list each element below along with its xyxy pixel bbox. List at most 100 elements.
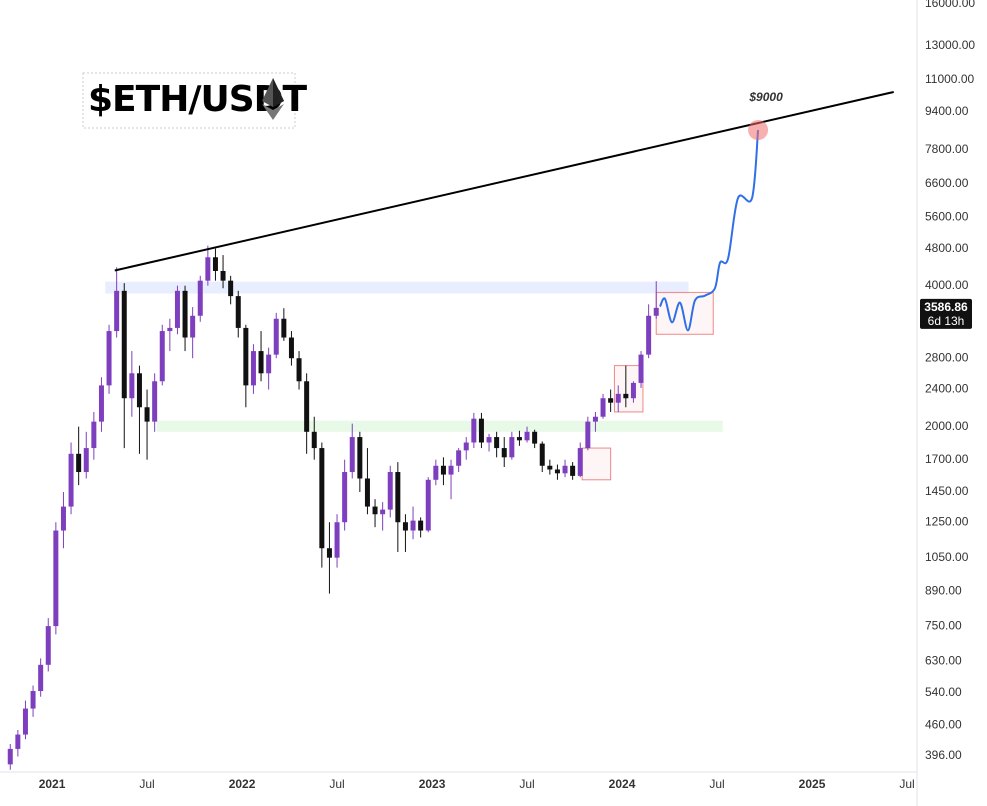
- candle-body: [174, 290, 180, 328]
- y-tick-label: 13000.00: [925, 38, 975, 52]
- candle-body: [296, 358, 302, 382]
- candle-body: [524, 431, 530, 441]
- y-tick-label: 2000.00: [925, 419, 969, 433]
- candle-body: [471, 418, 477, 443]
- zone-band: [156, 420, 723, 432]
- candle-body: [190, 315, 196, 338]
- candle-body: [121, 290, 127, 399]
- candle-body: [91, 421, 97, 449]
- price-tag-label: 3586.86: [924, 300, 968, 314]
- candle-body: [653, 307, 659, 316]
- x-tick-label: Jul: [519, 777, 534, 791]
- y-tick-label: 1450.00: [925, 484, 969, 498]
- x-tick-label: 2025: [799, 777, 826, 791]
- target-label: $9000: [748, 90, 783, 104]
- price-tag-countdown: 6d 13h: [928, 314, 965, 328]
- y-tick-label: 540.00: [925, 685, 962, 699]
- x-tick-label: 2023: [419, 777, 446, 791]
- y-tick-label: 11000.00: [925, 72, 974, 86]
- y-tick-label: 5600.00: [925, 209, 969, 223]
- candle-body: [516, 437, 522, 441]
- candle-body: [68, 453, 74, 507]
- y-tick-label: 9400.00: [925, 104, 969, 118]
- title-frame: [82, 72, 296, 129]
- candle-body: [494, 437, 500, 449]
- title-box: $ETH/USDT: [82, 72, 309, 129]
- price-tag: [920, 298, 972, 329]
- candle-body: [273, 318, 279, 355]
- candle-body: [220, 270, 226, 281]
- candle-body: [182, 290, 188, 338]
- candle-body: [440, 465, 446, 475]
- x-tick-label: Jul: [709, 777, 724, 791]
- highlight-box: [581, 447, 612, 481]
- x-tick-label: Jul: [329, 777, 344, 791]
- x-tick-label: 2022: [229, 777, 256, 791]
- y-tick-label: 460.00: [925, 718, 962, 732]
- y-tick-label: 6600.00: [925, 176, 969, 190]
- y-tick-label: 890.00: [925, 583, 962, 597]
- candle-body: [152, 381, 158, 422]
- candle-body: [197, 280, 203, 316]
- y-tick-label: 750.00: [925, 618, 962, 632]
- candle-body: [98, 385, 104, 422]
- candle-body: [15, 734, 21, 749]
- x-tick-label: Jul: [899, 777, 914, 791]
- candle-body: [433, 465, 439, 480]
- candle-body: [349, 437, 355, 473]
- candle-body: [38, 664, 44, 692]
- candle-body: [562, 465, 568, 474]
- y-tick-label: 16000.00: [925, 0, 975, 10]
- candle-body: [418, 520, 424, 531]
- eth-icon: [262, 78, 284, 120]
- candle-body: [45, 626, 51, 665]
- candle-body: [114, 290, 120, 332]
- y-tick-label: 630.00: [925, 654, 962, 668]
- candle-body: [205, 257, 211, 281]
- candle-body: [646, 315, 652, 355]
- candle-body: [554, 469, 560, 474]
- candle-body: [167, 327, 173, 332]
- candle-body: [106, 331, 112, 386]
- candle-body: [592, 416, 598, 422]
- candle-body: [585, 421, 591, 449]
- y-tick-label: 1250.00: [925, 514, 969, 528]
- candle-body: [76, 453, 82, 473]
- candle-body: [281, 318, 287, 338]
- candle-body: [539, 443, 545, 466]
- candle-body: [129, 373, 135, 399]
- candle-body: [235, 296, 241, 328]
- candle-body: [159, 331, 165, 382]
- candle-body: [623, 393, 629, 399]
- candle-body: [395, 472, 401, 523]
- candle-body: [144, 407, 150, 422]
- candle-body: [638, 354, 644, 383]
- candle-body: [615, 393, 621, 403]
- candle-body: [342, 472, 348, 523]
- candle-body: [250, 351, 256, 386]
- y-tick-label: 1050.00: [925, 550, 969, 564]
- candle-body: [243, 327, 249, 386]
- candle-body: [380, 509, 386, 515]
- candle-body: [387, 472, 393, 510]
- candle-body: [501, 448, 507, 458]
- candle-body: [463, 442, 469, 451]
- x-tick-label: 2021: [39, 777, 66, 791]
- candle-body: [83, 448, 89, 473]
- y-tick-label: 1700.00: [925, 452, 969, 466]
- candle-body: [478, 418, 484, 443]
- candle-body: [304, 381, 310, 432]
- y-tick-label: 4000.00: [925, 278, 969, 292]
- candle-body: [136, 373, 142, 408]
- candle-body: [266, 354, 272, 374]
- highlight-box: [613, 365, 644, 413]
- y-tick-label: 396.00: [925, 748, 962, 762]
- candle-body: [509, 437, 515, 458]
- candle-body: [326, 548, 332, 558]
- candle-body: [547, 465, 553, 470]
- x-tick-label: 2024: [609, 777, 636, 791]
- x-tick-label: Jul: [139, 777, 154, 791]
- candle-body: [402, 522, 408, 531]
